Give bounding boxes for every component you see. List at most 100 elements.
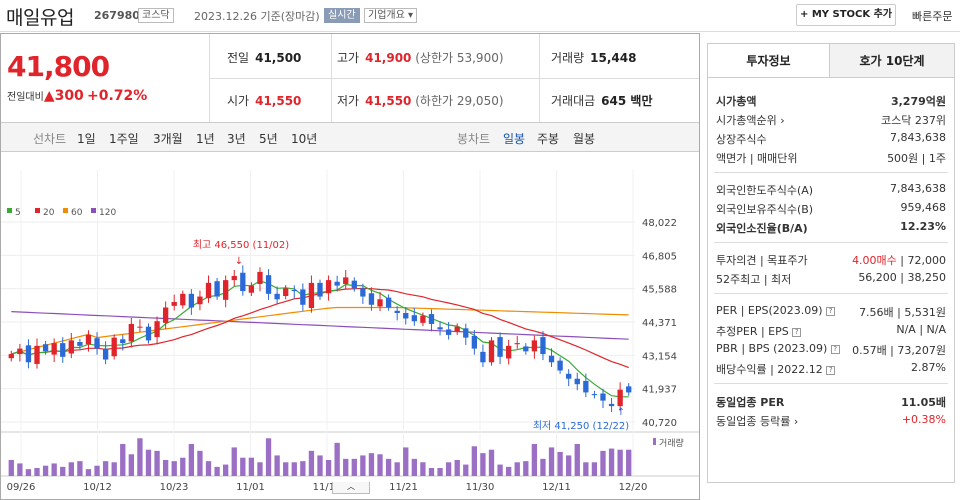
volume-bar (77, 461, 83, 476)
volume-bar (300, 461, 306, 476)
candle-body (617, 389, 623, 407)
candle-body (68, 340, 74, 354)
tab-3m[interactable]: 3개월 (153, 132, 183, 146)
candle-body (197, 296, 203, 305)
tab-1y[interactable]: 1년 (196, 132, 215, 146)
row-market-cap-rank: 시가총액순위 › 코스닥 237위 (716, 114, 946, 127)
volume-bar (17, 463, 23, 476)
volume-bar (51, 463, 57, 476)
tab-1w[interactable]: 1주일 (109, 132, 139, 146)
my-stock-add-button[interactable]: + MY STOCK 추가 (796, 4, 896, 26)
volume-bar (223, 464, 229, 476)
volume-bar (214, 466, 220, 476)
candle-body (120, 339, 126, 344)
legend-swatch (7, 208, 12, 213)
expand-chart-handle[interactable]: ︿ (332, 482, 370, 494)
y-tick-label: 43,154 (642, 351, 677, 362)
volume-bar (325, 460, 332, 476)
volume-bar (94, 465, 100, 476)
candle-body (77, 342, 83, 346)
volume-bar (317, 455, 323, 476)
volume-bar (540, 458, 546, 476)
info-icon: › (793, 415, 799, 428)
price-change: 전일대비▲300 +0.72% (7, 88, 148, 104)
tab-orderbook[interactable]: 호가 10단계 (830, 44, 954, 78)
stock-name: 매일유업 (6, 7, 74, 29)
tab-3y[interactable]: 3년 (227, 132, 246, 146)
volume-bar (334, 442, 340, 476)
candle-body (514, 343, 520, 345)
volume-bar (85, 469, 92, 476)
x-tick-label: 11/21 (389, 482, 418, 493)
candle-body (42, 344, 49, 352)
legend-label: 5 (15, 208, 21, 218)
volume-bar (445, 462, 452, 476)
candle-body (137, 326, 143, 328)
candle-body (566, 373, 572, 379)
tab-1d[interactable]: 1일 (77, 132, 96, 146)
candle-body (265, 275, 272, 294)
volume-bar (34, 468, 40, 476)
x-tick-label: 11/30 (466, 482, 495, 493)
candle-body (214, 281, 220, 297)
candle-body (437, 327, 443, 330)
volume-bar (25, 469, 32, 476)
candle-body (94, 338, 100, 349)
volume-bar (377, 454, 383, 476)
stock-code: 267980 (94, 9, 140, 22)
stat-open: 시가 41,550 (227, 94, 302, 108)
company-info-dropdown[interactable]: 기업개요 ▾ (364, 8, 418, 23)
volume-bar (42, 465, 49, 476)
volume-bar (394, 462, 400, 476)
volume-bar (428, 468, 435, 476)
legend-label: 120 (99, 208, 116, 218)
volume-bar (591, 462, 598, 476)
row-shares: 상장주식수 7,843,638 (716, 131, 946, 146)
max-price-label: 최고 46,550 (11/02) (193, 239, 289, 251)
chart-panel: 41,800 전일대비▲300 +0.72% 전일 41,500 고가 41,900… (0, 33, 700, 500)
candle-body (608, 403, 615, 407)
volume-bar (231, 447, 237, 476)
candle-body (420, 315, 426, 323)
candle-body (463, 328, 469, 338)
volume-bar (583, 462, 589, 476)
tab-monthly[interactable]: 월봉 (573, 132, 596, 146)
candle-body (154, 321, 160, 338)
x-tick-label: 12/20 (619, 482, 648, 493)
tab-investment-info[interactable]: 투자정보 (708, 44, 830, 78)
candle-body (480, 351, 486, 363)
y-tick-label: 46,805 (642, 251, 677, 262)
candle-body (600, 393, 606, 401)
volume-bar (205, 461, 212, 476)
row-foreign-limit: 외국인한도주식수(A) 7,843,638 (716, 182, 946, 197)
market-badge: 코스닥 (138, 8, 174, 23)
volume-bar (171, 461, 177, 476)
candle-body (411, 315, 417, 322)
candle-body (145, 326, 152, 341)
candle-body (591, 394, 598, 396)
volume-bar (162, 460, 169, 476)
tab-5y[interactable]: 5년 (259, 132, 278, 146)
candle-body (85, 334, 92, 345)
stat-amount: 거래대금 645 백만 (551, 94, 653, 108)
volume-bar (257, 462, 263, 476)
candle-body (334, 281, 340, 286)
candle-body (317, 282, 323, 297)
volume-bar (471, 446, 478, 476)
tab-daily[interactable]: 일봉 (503, 132, 526, 146)
row-foreign-hold: 외국인보유주식수(B) 959,468 (716, 201, 946, 216)
volume-bar (403, 447, 409, 476)
tab-weekly[interactable]: 주봉 (537, 132, 560, 146)
quick-order-link[interactable]: 빠른주문 (912, 10, 953, 23)
candle-body (300, 289, 306, 305)
tab-line-chart[interactable]: 선차트 (33, 132, 67, 146)
legend-label: 20 (43, 208, 55, 218)
help-icon: ? (826, 306, 836, 316)
row-per: PER | EPS(2023.09) ? 7.56배 | 5,531원 (716, 304, 946, 319)
realtime-button[interactable]: 실시간 (324, 8, 360, 23)
price-chart[interactable]: 48,022 46,805 45,588 44,371 43,154 41,937 40,7… (1, 170, 699, 498)
tab-candle-chart[interactable]: 봉차트 (457, 132, 491, 146)
min-price-label: 최저 41,250 (12/22) (533, 420, 629, 432)
y-tick-label: 45,588 (642, 285, 677, 296)
tab-10y[interactable]: 10년 (291, 132, 318, 146)
